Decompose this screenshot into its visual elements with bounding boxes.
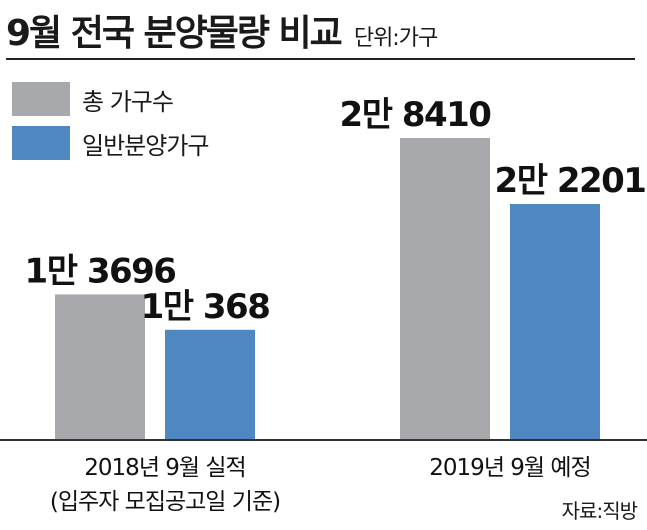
- category-labels-group: 2018년 9월 실적 (입주자 모집공고일 기준) 2019년 9월 예정: [50, 455, 592, 515]
- chart-title: 9월 전국 분양물량 비교: [6, 13, 343, 54]
- legend-label-total: 총 가구수: [82, 87, 174, 116]
- chart-header: 9월 전국 분양물량 비교 단위:가구: [6, 4, 438, 56]
- value-label-general-1: 1만 368: [141, 287, 270, 327]
- legend-swatch-general: [12, 126, 70, 160]
- title-divider: [6, 58, 635, 60]
- legend-item-total: 총 가구수: [12, 82, 208, 116]
- legend-item-general: 일반분양가구: [12, 126, 209, 160]
- value-labels-group: 1만 3696 2만 8410 1만 368 2만 2201: [25, 95, 647, 327]
- value-label-total-1: 1만 3696: [25, 251, 176, 291]
- legend: 총 가구수 일반분양가구: [12, 82, 209, 170]
- bar-total-2: [400, 138, 490, 440]
- value-label-total-2: 2만 8410: [340, 95, 492, 135]
- category-label-1-line-1: 2018년 9월 실적: [84, 455, 245, 481]
- category-label-2: 2019년 9월 예정: [429, 455, 590, 481]
- source-note: 자료:직방: [561, 499, 638, 523]
- legend-swatch-total: [12, 82, 70, 116]
- category-label-1-line-2: (입주자 모집공고일 기준): [50, 489, 280, 515]
- value-label-general-2: 2만 2201: [495, 161, 646, 201]
- bar-general-1: [165, 329, 255, 440]
- unit-label: 단위:가구: [353, 26, 438, 51]
- legend-label-general: 일반분양가구: [82, 131, 209, 160]
- bars-group: [55, 138, 600, 440]
- bar-total-1: [55, 294, 145, 440]
- bar-general-2: [510, 204, 600, 440]
